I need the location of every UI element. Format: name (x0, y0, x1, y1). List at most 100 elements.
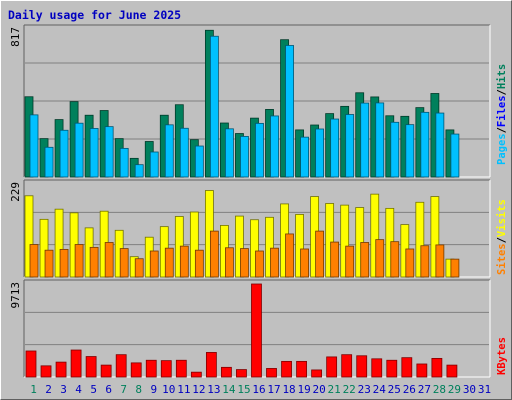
bar-kbytes-day-24 (371, 358, 383, 378)
bar-pages-day-13 (209, 35, 219, 178)
bar-visits-day-15 (235, 215, 244, 278)
bar-kbytes-day-10 (160, 360, 172, 378)
bar-pages-day-17 (270, 115, 279, 178)
x-label-day-27: 27 (418, 383, 431, 396)
bar-sites-day-10 (164, 247, 174, 278)
legend-entry-pages: Pages (496, 133, 508, 165)
bar-sites-day-3 (59, 248, 69, 278)
x-label-day-8: 8 (135, 383, 142, 396)
bar-pages-day-9 (149, 151, 159, 178)
x-label-day-28: 28 (433, 383, 446, 396)
bars-visits (24, 190, 460, 278)
bar-sites-day-24 (375, 239, 385, 278)
bar-kbytes-day-22 (341, 354, 353, 378)
bar-pages-day-4 (74, 122, 84, 178)
bar-pages-day-1 (29, 114, 39, 178)
bar-visits-day-24 (370, 193, 380, 278)
bar-sites-day-1 (29, 244, 39, 278)
bar-visits-day-21 (325, 203, 335, 278)
bar-visits-day-16 (250, 219, 259, 278)
bar-kbytes-day-29 (446, 364, 458, 378)
bar-pages-day-15 (240, 136, 249, 178)
bar-kbytes-day-6 (100, 364, 112, 378)
y-max-label: 229 (9, 182, 22, 202)
x-label-day-24: 24 (373, 383, 387, 396)
x-label-day-6: 6 (105, 383, 112, 396)
bar-pages-day-3 (59, 129, 69, 178)
bar-pages-day-2 (44, 146, 54, 178)
x-label-day-29: 29 (448, 383, 461, 396)
bar-pages-day-10 (164, 124, 174, 178)
x-label-day-15: 15 (237, 383, 250, 396)
bar-pages-day-20 (315, 128, 325, 178)
x-label-day-18: 18 (282, 383, 295, 396)
bar-kbytes-day-4 (70, 349, 82, 378)
bar-visits-day-1 (24, 195, 34, 278)
bar-kbytes-day-2 (40, 365, 52, 378)
bar-sites-day-11 (179, 245, 189, 278)
legend-separator: / (496, 127, 508, 133)
bar-kbytes-day-11 (175, 359, 187, 378)
bar-sites-day-15 (240, 248, 249, 278)
x-label-day-11: 11 (177, 383, 190, 396)
chart-title: Daily usage for June 2025 (8, 8, 181, 22)
bar-pages-day-7 (119, 147, 129, 178)
x-label-day-19: 19 (297, 383, 310, 396)
bar-kbytes-day-26 (401, 357, 413, 378)
bar-visits-day-28 (430, 196, 440, 278)
bar-sites-day-22 (345, 245, 355, 278)
legend-visits: Sites/Visits (496, 199, 508, 275)
bar-pages-day-8 (134, 164, 144, 178)
bar-pages-day-22 (345, 114, 355, 178)
bar-sites-day-26 (405, 248, 415, 278)
bar-pages-day-29 (450, 133, 460, 178)
bar-sites-day-2 (44, 249, 54, 278)
bar-pages-day-27 (420, 111, 430, 178)
bar-visits-day-19 (295, 214, 304, 278)
legend-separator: / (496, 237, 508, 243)
bar-kbytes-day-7 (115, 354, 127, 378)
bar-sites-day-14 (225, 247, 234, 278)
bar-sites-day-18 (285, 233, 294, 278)
bar-sites-day-8 (134, 258, 144, 278)
bar-pages-day-24 (375, 102, 385, 178)
x-label-day-9: 9 (150, 383, 157, 396)
bar-sites-day-20 (315, 230, 325, 278)
bar-kbytes-day-15 (236, 369, 247, 378)
bar-pages-day-11 (179, 127, 189, 178)
bar-kbytes-day-12 (190, 371, 202, 378)
bar-kbytes-day-21 (326, 356, 338, 378)
bar-sites-day-4 (74, 244, 84, 278)
x-label-day-30: 30 (463, 383, 476, 396)
bar-sites-day-27 (420, 245, 430, 278)
bar-kbytes-day-3 (55, 361, 67, 378)
bar-sites-day-6 (104, 242, 114, 278)
bar-kbytes-day-9 (145, 359, 157, 378)
x-label-day-12: 12 (192, 383, 205, 396)
bar-visits-day-2 (39, 218, 49, 278)
bar-pages-day-25 (390, 121, 400, 178)
x-label-day-26: 26 (403, 383, 416, 396)
legend-entry-hits: Hits (496, 64, 508, 89)
bar-kbytes-day-1 (25, 350, 37, 378)
bar-pages-day-6 (104, 126, 114, 178)
x-label-day-21: 21 (328, 383, 341, 396)
bar-sites-day-23 (360, 242, 370, 278)
chart-panels: 817Pages/Files/Hits229Sites/Visits9713KB… (9, 24, 508, 378)
x-label-day-3: 3 (60, 383, 67, 396)
bar-sites-day-29 (450, 258, 460, 278)
bar-pages-day-18 (285, 45, 294, 178)
bar-kbytes-day-28 (431, 357, 443, 378)
bar-pages-day-26 (405, 124, 415, 178)
bar-visits-day-17 (265, 216, 274, 278)
x-label-day-14: 14 (222, 383, 236, 396)
bar-sites-day-12 (194, 249, 204, 278)
x-label-day-4: 4 (75, 383, 82, 396)
legend-entry-kbytes: KBytes (496, 337, 508, 375)
bar-sites-day-21 (330, 241, 340, 278)
legend-entry-files: Files (496, 95, 508, 127)
bar-kbytes-day-13 (205, 352, 217, 378)
legend-hits: Pages/Files/Hits (496, 64, 508, 165)
x-label-day-2: 2 (45, 383, 52, 396)
